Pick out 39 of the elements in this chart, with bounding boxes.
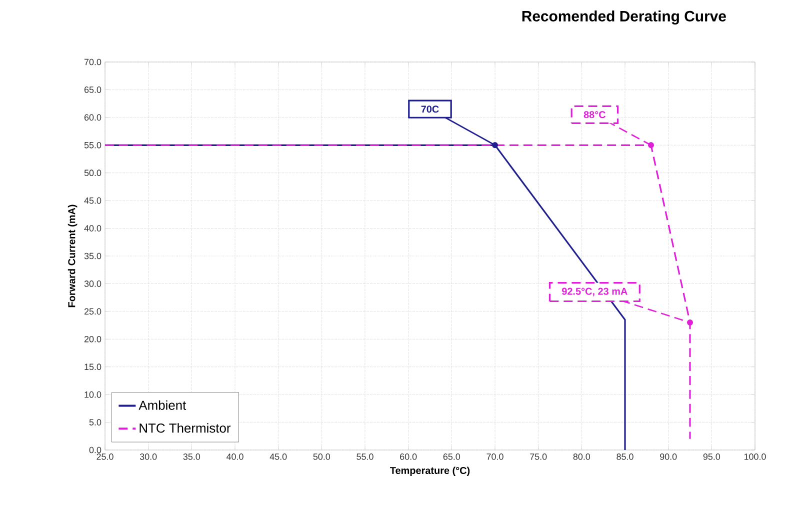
legend-label: NTC Thermistor (140, 423, 231, 433)
y-tick-label: 25.0 (84, 308, 102, 315)
x-tick-label: 45.0 (270, 454, 287, 460)
x-tick-label: 30.0 (140, 454, 157, 460)
x-tick-label: 80.0 (573, 454, 590, 460)
x-tick-label: 70.0 (486, 454, 504, 460)
y-tick-label: 5.0 (89, 419, 102, 426)
x-tick-label: 50.0 (313, 454, 330, 460)
y-tick-label: 60.0 (84, 114, 102, 121)
y-tick-label: 20.0 (84, 336, 102, 342)
y-tick-label: 30.0 (84, 280, 102, 287)
x-tick-label: 75.0 (530, 454, 547, 460)
x-tick-label: 60.0 (400, 454, 417, 460)
x-tick-label: 90.0 (660, 454, 677, 460)
y-tick-label: 0.0 (89, 446, 102, 454)
y-tick-label: 55.0 (84, 142, 102, 148)
x-axis-title: Temperature (°C) (390, 466, 470, 476)
y-tick-label: 35.0 (84, 252, 102, 260)
x-tick-label: 35.0 (183, 454, 200, 460)
x-tick-label: 85.0 (616, 454, 634, 460)
x-tick-label: 40.0 (226, 454, 244, 460)
x-tick-label: 100.0 (744, 454, 766, 460)
y-tick-label: 70.0 (84, 58, 102, 66)
chart-title: Recomended Derating Curve (522, 10, 726, 25)
y-tick-label: 10.0 (84, 391, 102, 398)
annotation: 92.5°C, 23 mA (562, 288, 628, 296)
x-tick-label: 25.0 (96, 454, 114, 460)
x-tick-label: 55.0 (356, 454, 374, 460)
x-tick-label: 65.0 (443, 454, 460, 460)
y-tick-label: 45.0 (84, 197, 102, 204)
annotation: 88°C (584, 111, 606, 118)
y-tick-label: 65.0 (84, 86, 102, 93)
annotation: 70C (421, 106, 439, 113)
y-tick-label: 15.0 (84, 364, 102, 370)
y-axis-title: Forward Current (mA) (68, 204, 78, 308)
x-tick-label: 95.0 (703, 454, 720, 460)
y-tick-label: 50.0 (84, 170, 102, 176)
y-tick-label: 40.0 (84, 225, 102, 232)
legend-label: Ambient (138, 400, 186, 410)
